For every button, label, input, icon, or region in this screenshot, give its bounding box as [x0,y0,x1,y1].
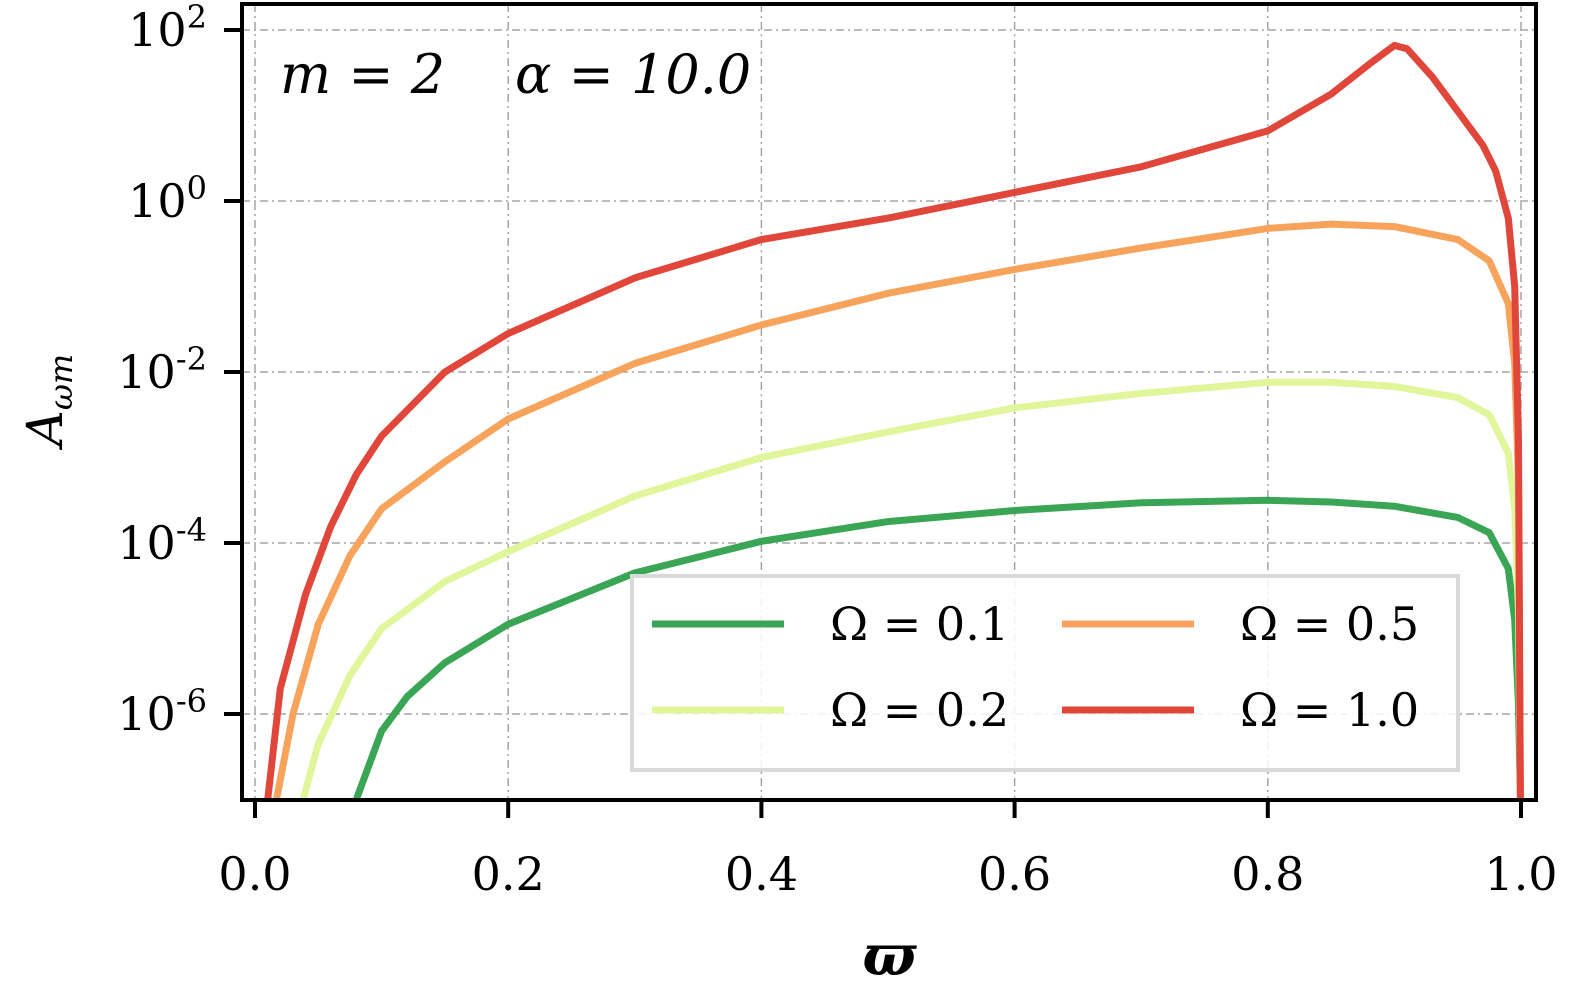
annotation-m: m = 2 [280,43,445,106]
y-tick-label: 10-6 [117,682,207,741]
grid [242,4,1536,800]
y-tick-label: 100 [128,169,207,228]
x-tick-label: 1.0 [1484,847,1557,901]
x-tick-label: 0.0 [218,847,291,901]
y-tick-label: 102 [128,0,207,57]
series-line-2 [273,220,1524,800]
y-axis-label-main: A [16,410,74,450]
y-axis-label: Aωm [16,354,80,451]
x-tick-label: 0.2 [472,847,545,901]
y-tick-label: 10-2 [117,340,207,399]
legend-label-0: Ω = 0.1 [830,597,1009,651]
x-axis-label: ϖ [862,923,917,989]
legend-label-2: Ω = 0.5 [1240,597,1419,651]
series-line-3 [264,41,1524,800]
x-tick-label: 0.8 [1231,847,1304,901]
legend-box [630,574,1460,772]
x-tick-label: 0.4 [725,847,798,901]
series-layer [264,41,1524,800]
legend-label-1: Ω = 0.2 [830,683,1009,737]
legend-label-3: Ω = 1.0 [1240,683,1419,737]
svg-text:Aωm: Aωm [16,354,80,451]
x-tick-label: 0.6 [978,847,1051,901]
plot-frame [240,2,1538,802]
ticks: 0.0 0.2 0.4 0.6 0.8 1.0 102 100 10-2 10-4 10-6 [117,0,1557,901]
y-tick-label: 10-4 [117,511,207,570]
series-line-1 [299,378,1524,800]
y-axis-label-sub: ωm [42,354,80,410]
legend: Ω = 0.1 Ω = 0.2 Ω = 0.5 Ω = 1.0 [630,574,1460,772]
annotation-alpha: α = 10.0 [515,43,751,106]
series-line-0 [352,496,1524,800]
